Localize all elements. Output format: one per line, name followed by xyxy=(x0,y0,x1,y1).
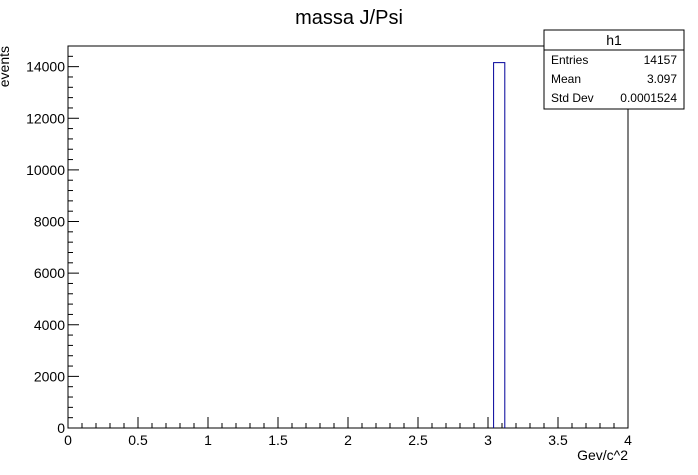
stats-stddev-value: 0.0001524 xyxy=(620,91,677,105)
chart-title: massa J/Psi xyxy=(295,7,403,29)
x-tick-label: 4 xyxy=(624,432,632,448)
stats-box-title: h1 xyxy=(606,32,622,48)
x-tick-label: 1 xyxy=(204,432,212,448)
stats-entries-value: 14157 xyxy=(644,53,678,67)
x-tick-label: 3 xyxy=(484,432,492,448)
y-tick-label: 14000 xyxy=(26,59,65,75)
x-tick-label: 0.5 xyxy=(128,432,148,448)
stats-mean-value: 3.097 xyxy=(647,72,677,86)
y-axis: 0 2000 4000 6000 8000 10000 12000 14000 xyxy=(26,45,79,436)
histogram-bins xyxy=(493,62,506,428)
stats-stddev-label: Std Dev xyxy=(551,91,594,105)
x-tick-label: 3.5 xyxy=(548,432,568,448)
x-tick-label: 1.5 xyxy=(268,432,288,448)
x-axis-label: Gev/c^2 xyxy=(577,447,628,463)
y-tick-label: 2000 xyxy=(34,368,65,384)
x-tick-label: 2.5 xyxy=(408,432,428,448)
y-tick-label: 6000 xyxy=(34,265,65,281)
x-axis: 0 0.5 1 1.5 2 2.5 3 3.5 4 xyxy=(64,417,632,448)
x-tick-label: 0 xyxy=(64,432,72,448)
x-tick-label: 2 xyxy=(344,432,352,448)
stats-box-frame xyxy=(543,29,685,110)
stats-mean-label: Mean xyxy=(551,72,581,86)
stats-box: h1 Entries 14157 Mean 3.097 Std Dev 0.00… xyxy=(543,29,685,110)
y-tick-label: 8000 xyxy=(34,214,65,230)
histogram-bar-0 xyxy=(493,62,506,428)
stats-entries-label: Entries xyxy=(551,53,588,67)
y-axis-label: events xyxy=(0,46,12,87)
y-tick-label: 12000 xyxy=(26,110,65,126)
y-tick-label: 4000 xyxy=(34,317,65,333)
y-tick-label: 0 xyxy=(57,420,65,436)
y-tick-label: 10000 xyxy=(26,162,65,178)
